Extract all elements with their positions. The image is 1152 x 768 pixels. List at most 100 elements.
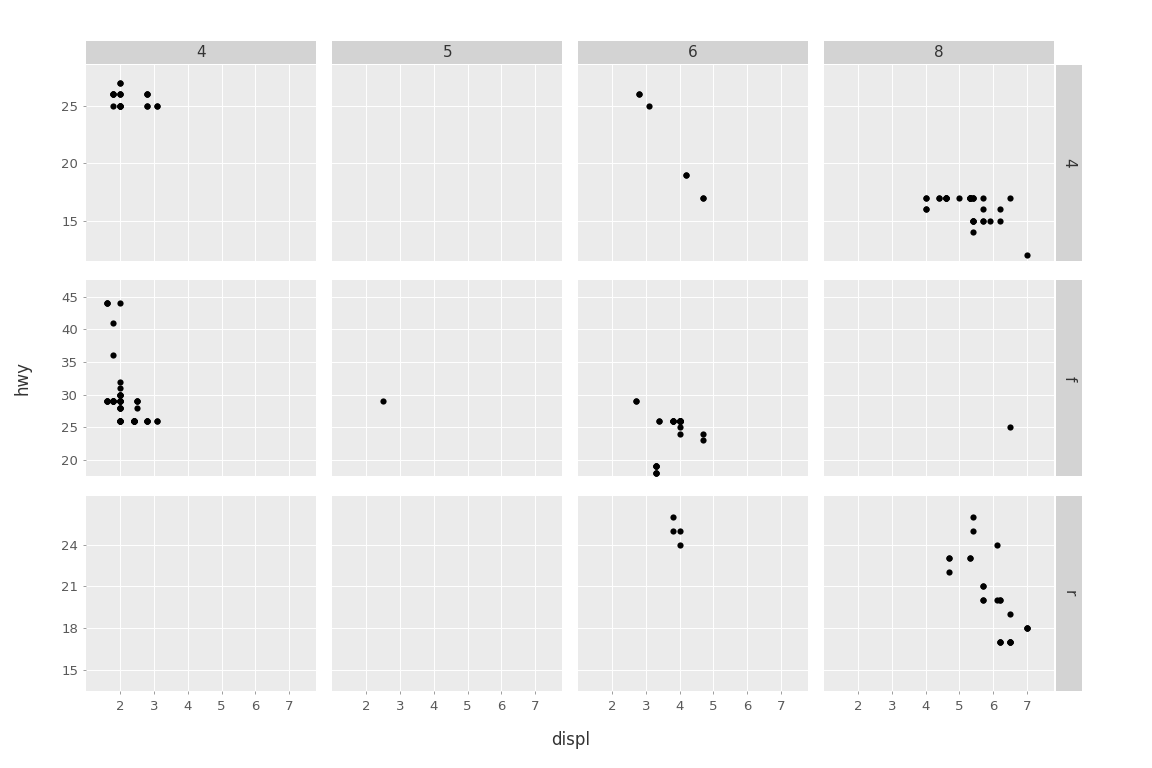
Point xyxy=(104,99,122,111)
Point xyxy=(987,594,1006,607)
Point xyxy=(961,191,979,204)
Point xyxy=(973,191,992,204)
Point xyxy=(111,402,129,414)
Point xyxy=(138,415,157,427)
Point xyxy=(991,636,1009,648)
Point xyxy=(670,415,689,427)
Point xyxy=(111,415,129,427)
Point xyxy=(646,460,665,472)
Point xyxy=(930,191,948,204)
Point xyxy=(98,395,116,407)
Point xyxy=(646,467,665,479)
Point xyxy=(111,99,129,111)
Point xyxy=(664,511,682,523)
Point xyxy=(111,76,129,88)
Point xyxy=(937,191,955,204)
Point xyxy=(961,191,979,204)
Point xyxy=(991,203,1009,215)
Point xyxy=(937,191,955,204)
Point xyxy=(111,297,129,310)
Point xyxy=(627,395,645,407)
Point xyxy=(964,511,983,523)
Point xyxy=(111,389,129,401)
Point xyxy=(104,395,122,407)
Point xyxy=(1001,421,1020,433)
Point xyxy=(111,99,129,111)
Point xyxy=(940,566,958,578)
Point xyxy=(973,594,992,607)
Point xyxy=(149,99,167,111)
Point xyxy=(670,415,689,427)
Point xyxy=(991,636,1009,648)
Point xyxy=(677,168,696,180)
Point xyxy=(670,525,689,537)
Point xyxy=(917,203,935,215)
Point xyxy=(964,525,983,537)
Point xyxy=(1001,636,1020,648)
Point xyxy=(670,415,689,427)
Point xyxy=(630,88,649,100)
Point xyxy=(128,402,146,414)
Point xyxy=(670,428,689,440)
Point xyxy=(917,203,935,215)
Point xyxy=(111,99,129,111)
Point xyxy=(111,99,129,111)
Point xyxy=(646,460,665,472)
Point xyxy=(991,636,1009,648)
Point xyxy=(991,594,1009,607)
Point xyxy=(917,191,935,204)
Point xyxy=(1001,636,1020,648)
Point xyxy=(964,191,983,204)
Text: 4: 4 xyxy=(197,45,206,60)
Text: displ: displ xyxy=(551,731,590,749)
Point xyxy=(1018,249,1037,261)
Point xyxy=(111,395,129,407)
Point xyxy=(650,415,668,427)
Point xyxy=(973,214,992,227)
Point xyxy=(98,395,116,407)
Point xyxy=(138,99,157,111)
Point xyxy=(374,395,393,407)
Point xyxy=(111,389,129,401)
Point xyxy=(104,88,122,100)
Point xyxy=(641,99,659,111)
Point xyxy=(646,467,665,479)
Point xyxy=(138,415,157,427)
Point xyxy=(149,415,167,427)
Point xyxy=(111,395,129,407)
Point xyxy=(111,389,129,401)
Point xyxy=(1001,608,1020,621)
Point xyxy=(670,415,689,427)
Point xyxy=(111,395,129,407)
Point xyxy=(111,99,129,111)
Point xyxy=(1001,191,1020,204)
Point xyxy=(973,214,992,227)
Point xyxy=(980,214,999,227)
Point xyxy=(670,415,689,427)
Point xyxy=(124,415,143,427)
Point xyxy=(104,316,122,329)
Point xyxy=(695,191,713,204)
Point xyxy=(1018,622,1037,634)
Point xyxy=(104,395,122,407)
Point xyxy=(973,581,992,593)
Point xyxy=(138,415,157,427)
Point xyxy=(670,415,689,427)
Point xyxy=(961,191,979,204)
Point xyxy=(98,297,116,310)
Point xyxy=(964,214,983,227)
Point xyxy=(111,415,129,427)
Point xyxy=(138,88,157,100)
Point xyxy=(138,99,157,111)
Point xyxy=(111,88,129,100)
Point xyxy=(664,415,682,427)
Text: r: r xyxy=(1061,591,1077,597)
Point xyxy=(111,382,129,394)
Point xyxy=(111,415,129,427)
Point xyxy=(646,460,665,472)
Point xyxy=(138,88,157,100)
Point xyxy=(98,297,116,310)
Point xyxy=(111,415,129,427)
Point xyxy=(104,349,122,362)
Point xyxy=(670,415,689,427)
